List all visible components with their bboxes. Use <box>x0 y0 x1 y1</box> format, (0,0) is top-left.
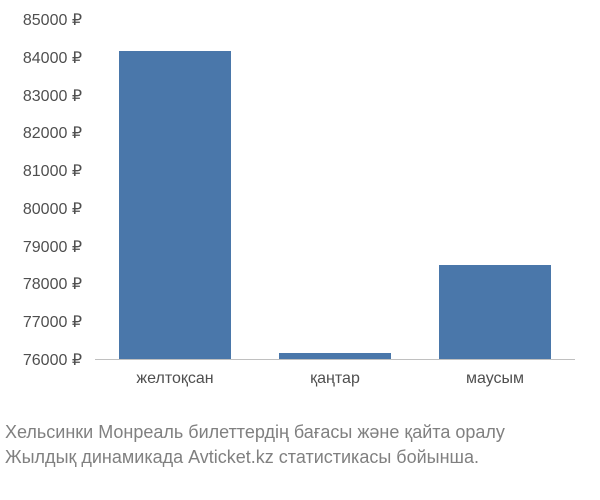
y-tick-label: 84000 ₽ <box>23 48 82 68</box>
x-tick-label: қаңтар <box>310 370 360 388</box>
y-tick-label: 82000 ₽ <box>23 123 82 143</box>
y-tick-label: 76000 ₽ <box>23 350 82 370</box>
x-tick-label: желтоқсан <box>136 370 213 388</box>
x-tick-label: маусым <box>466 370 524 388</box>
chart-area <box>95 20 575 360</box>
y-tick-label: 79000 ₽ <box>23 237 82 257</box>
y-tick-label: 83000 ₽ <box>23 86 82 106</box>
y-tick-label: 85000 ₽ <box>23 10 82 30</box>
bar <box>119 51 231 359</box>
y-tick-label: 81000 ₽ <box>23 161 82 181</box>
caption-line-2: Жылдық динамикада Avticket.kz статистика… <box>5 445 595 470</box>
bar <box>439 265 551 359</box>
y-tick-label: 77000 ₽ <box>23 312 82 332</box>
chart-caption: Хельсинки Монреаль билеттердің бағасы жә… <box>5 420 595 470</box>
y-tick-label: 78000 ₽ <box>23 274 82 294</box>
y-axis: 76000 ₽77000 ₽78000 ₽79000 ₽80000 ₽81000… <box>0 20 90 360</box>
y-tick-label: 80000 ₽ <box>23 199 82 219</box>
caption-line-1: Хельсинки Монреаль билеттердің бағасы жә… <box>5 420 595 445</box>
plot-area <box>95 20 575 360</box>
bar <box>279 353 391 359</box>
x-axis-labels: желтоқсан қаңтар маусым <box>95 370 575 400</box>
